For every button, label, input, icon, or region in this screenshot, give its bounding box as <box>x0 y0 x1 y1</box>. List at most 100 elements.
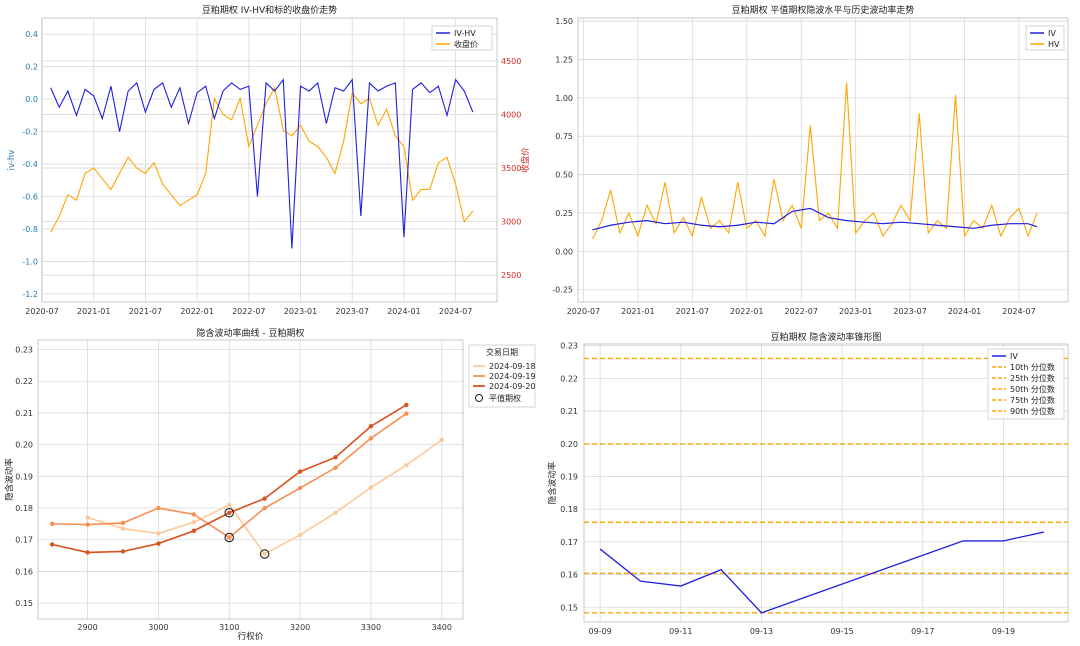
chart-title: 隐含波动率曲线 - 豆粕期权 <box>197 327 305 339</box>
legend-label: 2024-09-18 <box>489 362 536 371</box>
legend-label: 2024-09-19 <box>489 372 536 381</box>
smile-point <box>156 505 161 511</box>
x-tick-label: 2023-07 <box>893 307 926 316</box>
y-tick-label: -0.6 <box>22 193 38 202</box>
x-tick-label: 2022-07 <box>232 307 265 316</box>
x-axis-label: 行权价 <box>238 631 264 642</box>
x-tick-label: 2023-01 <box>839 307 872 316</box>
y-tick-label: -1.0 <box>22 257 38 266</box>
y-tick-label: 0.0 <box>25 95 38 104</box>
legend-close-label: 收盘价 <box>454 39 478 49</box>
legend-hv-label: HV <box>1048 40 1060 49</box>
x-tick-label: 3300 <box>361 623 381 632</box>
smile-point <box>333 510 338 515</box>
y-tick-label: 0.21 <box>560 407 578 416</box>
atm-iv-hv-chart: 豆粕期权 平值期权隐波水平与历史波动率走势 2020-07 2021-01 2021-… <box>552 4 1069 316</box>
smile-point <box>85 550 90 555</box>
y-tick-label: 0.21 <box>15 409 33 418</box>
x-tick-label: 2900 <box>77 623 97 632</box>
x-tick-label: 2024-01 <box>387 307 420 316</box>
smile-point <box>404 411 409 416</box>
x-tick-label: 09-11 <box>669 627 692 636</box>
plot-frame <box>583 343 1069 623</box>
smile-point <box>262 551 267 557</box>
legend-label: 2024-09-20 <box>489 382 536 391</box>
y-tick-label: 0.16 <box>560 571 578 580</box>
iv-smile-chart: 隐含波动率曲线 - 豆粕期权 2900 3000 3100 3200 3300 3400 0.… <box>4 327 536 642</box>
x-tick-label: 2021-07 <box>129 307 162 316</box>
y-tick-label: 1.25 <box>555 55 573 64</box>
chart-title: 豆粕期权 IV-HV和标的收盘价走势 <box>202 4 337 16</box>
smile-point <box>120 520 126 526</box>
y-tick-label: 0.17 <box>560 538 578 547</box>
chart-title: 豆粕期权 平值期权隐波水平与历史波动率走势 <box>732 4 915 16</box>
y-tick-label: -0.2 <box>22 128 38 137</box>
iv-hv-line <box>50 78 474 249</box>
x-tick-label: 2020-07 <box>567 307 600 316</box>
y-tick-label: 0.75 <box>555 132 573 141</box>
y-tick-label: -1.2 <box>22 290 38 299</box>
smile-point <box>404 402 409 408</box>
hv-line <box>592 82 1038 240</box>
x-tick-label: 2023-07 <box>336 307 369 316</box>
y2-tick-label: 3500 <box>501 164 521 173</box>
y-tick-label: 0.18 <box>15 504 33 513</box>
smile-point <box>262 505 267 511</box>
x-tick-label: 2022-01 <box>180 307 213 316</box>
y2-tick-label: 2500 <box>501 271 521 280</box>
plot-frame <box>577 17 1069 303</box>
y-tick-label: -0.25 <box>552 286 573 295</box>
smile-point <box>333 455 338 460</box>
y-tick-label: 0.4 <box>25 30 38 39</box>
y-tick-label: 0.23 <box>15 346 33 355</box>
y-tick-label: 0.15 <box>15 599 33 608</box>
smile-point <box>368 485 374 490</box>
y2-tick-label: 4000 <box>501 110 521 119</box>
y-tick-label: 0.00 <box>555 247 573 256</box>
chart-title: 豆粕期权 隐含波动率锥形图 <box>771 331 882 343</box>
y-tick-label: 0.15 <box>560 603 578 612</box>
y-tick-label: 0.22 <box>15 377 33 386</box>
smile-point <box>297 485 303 491</box>
smile-point <box>49 542 55 547</box>
iv-hv-close-chart: 豆粕期权 IV-HV和标的收盘价走势 2020-07 2021-01 2021-07 2… <box>7 4 531 316</box>
smile-point <box>404 463 409 468</box>
iv-cone-chart: 豆粕期权 隐含波动率锥形图 09-09 09-11 09-13 09-15 09-17 09… <box>547 331 1069 636</box>
plot-frame <box>37 339 464 620</box>
y-axis-label: iv-hv <box>7 150 17 171</box>
x-tick-label: 2020-07 <box>25 307 58 316</box>
y2-axis-label: 收盘价 <box>520 147 531 173</box>
smile-point <box>227 502 232 508</box>
smile-point <box>262 496 267 501</box>
y-tick-label: 0.20 <box>15 441 33 450</box>
x-tick-label: 09-13 <box>750 627 773 636</box>
atm-marker <box>259 549 270 559</box>
y-tick-label: 0.20 <box>560 440 578 449</box>
x-tick-label: 09-15 <box>831 627 854 636</box>
smile-point <box>85 522 90 527</box>
smile-point <box>156 541 161 546</box>
legend-percentile-label: 10th 分位数 <box>1010 362 1055 372</box>
y-tick-label: 0.17 <box>15 536 33 545</box>
x-tick-label: 2024-01 <box>948 307 981 316</box>
x-tick-label: 2024-07 <box>439 307 472 316</box>
legend-title: 交易日期 <box>486 347 518 357</box>
legend-percentile-label: 75th 分位数 <box>1010 395 1055 405</box>
legend-atm-swatch <box>475 394 483 402</box>
x-tick-label: 2023-01 <box>284 307 317 316</box>
y-tick-label: 0.25 <box>555 209 573 218</box>
legend-percentile-label: 25th 分位数 <box>1010 373 1055 383</box>
x-tick-label: 3000 <box>148 623 168 632</box>
x-tick-label: 09-09 <box>589 627 612 636</box>
smile-point <box>191 512 197 517</box>
smile-point <box>49 521 55 527</box>
atm-marker <box>224 508 235 518</box>
iv-line <box>599 531 1044 614</box>
x-tick-label: 2024-07 <box>1002 307 1035 316</box>
legend-iv-label: IV <box>1010 352 1018 361</box>
y-tick-label: 0.18 <box>560 505 578 514</box>
smile-point <box>227 535 232 540</box>
y-tick-label: 1.50 <box>555 17 573 26</box>
x-tick-label: 2021-01 <box>621 307 654 316</box>
